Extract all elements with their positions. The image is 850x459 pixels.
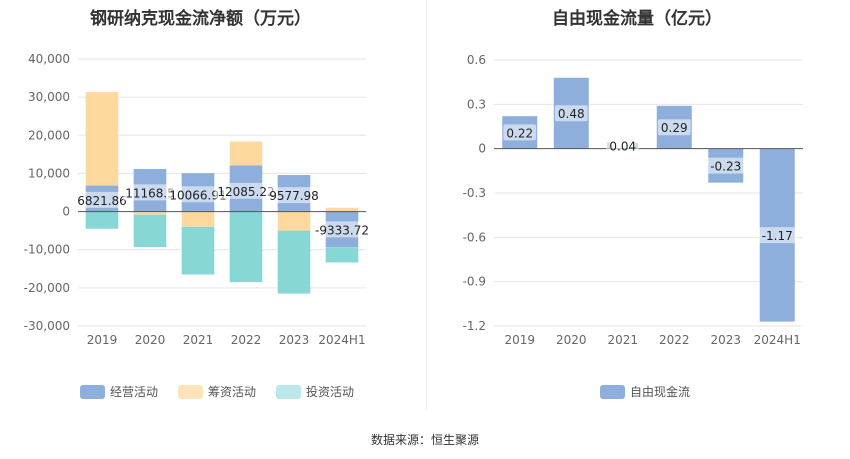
legend-label: 经营活动 — [110, 385, 159, 399]
data-label-bg — [757, 227, 798, 244]
x-tick-label: 2023 — [279, 333, 310, 347]
data-label-bg — [705, 157, 746, 174]
panel-divider — [426, 0, 427, 410]
data-label: 0.22 — [506, 126, 533, 140]
y-tick-label: -20,000 — [24, 281, 70, 295]
x-tick-label: 2020 — [135, 333, 166, 347]
x-tick-label: 2019 — [504, 333, 535, 347]
y-tick-label: 0 — [62, 205, 70, 219]
y-tick-label: 20,000 — [28, 128, 70, 142]
data-label: 0.48 — [558, 107, 585, 121]
x-tick-label: 2023 — [710, 333, 741, 347]
data-label: 12085.22 — [217, 185, 274, 199]
bar-segment — [133, 214, 167, 248]
y-tick-label: -10,000 — [24, 243, 70, 257]
left-stacked-bar-chart: -30,000 -20,000 -10,000 0 10,000 20,000 30,000… — [24, 52, 373, 347]
data-label-bg — [74, 191, 130, 208]
x-tick-label: 2024H1 — [318, 333, 365, 347]
right-bar-chart: -1.2 -0.9 -0.6 -0.3 0 0.3 0.6 2019 2020 2021 2022 2… — [463, 53, 803, 347]
data-label-bg — [122, 184, 178, 201]
x-tick-label: 2021 — [183, 333, 214, 347]
legend-item-free-cash-flow[interactable]: 自由现金流 — [600, 383, 690, 400]
source-note: 数据来源：恒生聚源 — [370, 433, 479, 447]
data-label-bg — [554, 105, 588, 122]
right-legend: 自由现金流 — [600, 383, 690, 400]
data-label-bg — [606, 137, 640, 154]
bar-segment — [181, 211, 215, 227]
legend-swatch — [600, 384, 625, 399]
legend-label: 筹资活动 — [208, 385, 257, 399]
bar-segment — [229, 141, 263, 166]
bar-segment — [277, 230, 311, 294]
bar-segment — [181, 226, 215, 275]
data-label-bg — [503, 124, 537, 141]
data-label: -0.23 — [710, 160, 741, 174]
y-tick-label: -0.9 — [463, 275, 486, 289]
legend-swatch — [80, 384, 105, 399]
legend-label: 自由现金流 — [630, 385, 691, 399]
data-label-bg — [167, 186, 229, 203]
y-tick-label: 0.3 — [467, 97, 486, 111]
data-label-bg — [215, 182, 277, 199]
bar-segment — [85, 211, 119, 229]
x-tick-label: 2019 — [87, 333, 118, 347]
y-tick-label: 30,000 — [28, 90, 70, 104]
legend-item-operating[interactable]: 经营活动 — [80, 383, 158, 400]
bar-segment — [85, 92, 119, 186]
legend-swatch — [276, 384, 302, 399]
left-chart-title: 钢研纳克现金流净额（万元） — [90, 9, 311, 29]
x-tick-label: 2022 — [659, 333, 690, 347]
data-label-bg — [266, 187, 322, 204]
y-tick-label: 40,000 — [28, 52, 70, 66]
y-tick-label: 0 — [478, 142, 486, 156]
data-label: 9577.98 — [269, 189, 319, 203]
x-tick-label: 2024H1 — [754, 333, 801, 347]
y-tick-label: -0.6 — [463, 230, 486, 244]
bar-segment — [325, 207, 359, 212]
bar-segment — [133, 211, 167, 215]
x-tick-label: 2021 — [607, 333, 638, 347]
y-tick-label: -0.3 — [463, 186, 486, 200]
data-label: 0.04 — [609, 140, 636, 154]
x-tick-label: 2020 — [556, 333, 587, 347]
legend-item-investing[interactable]: 投资活动 — [276, 383, 354, 400]
y-tick-label: -30,000 — [24, 319, 70, 333]
data-label: -1.17 — [762, 229, 793, 243]
bar-segment — [325, 247, 359, 263]
data-label-bg — [311, 221, 373, 238]
y-tick-label: 10,000 — [28, 166, 70, 180]
data-label: -9333.72 — [315, 223, 369, 237]
y-tick-label: -1.2 — [463, 319, 486, 333]
legend-item-financing[interactable]: 筹资活动 — [178, 383, 256, 400]
data-label: 6821.86 — [77, 194, 127, 208]
bar-segment — [277, 211, 311, 231]
y-tick-label: 0.6 — [467, 53, 486, 67]
x-tick-label: 2022 — [231, 333, 262, 347]
data-label: 11168.5 — [125, 186, 175, 200]
data-label: 0.29 — [661, 121, 688, 135]
right-chart-title: 自由现金流量（亿元） — [552, 9, 722, 29]
data-label: 10066.91 — [169, 188, 226, 202]
legend-label: 投资活动 — [306, 385, 355, 399]
legend-swatch — [178, 384, 204, 399]
bar-segment — [229, 211, 263, 283]
data-label-bg — [657, 119, 691, 136]
left-legend: 经营活动 筹资活动 投资活动 — [80, 383, 354, 400]
